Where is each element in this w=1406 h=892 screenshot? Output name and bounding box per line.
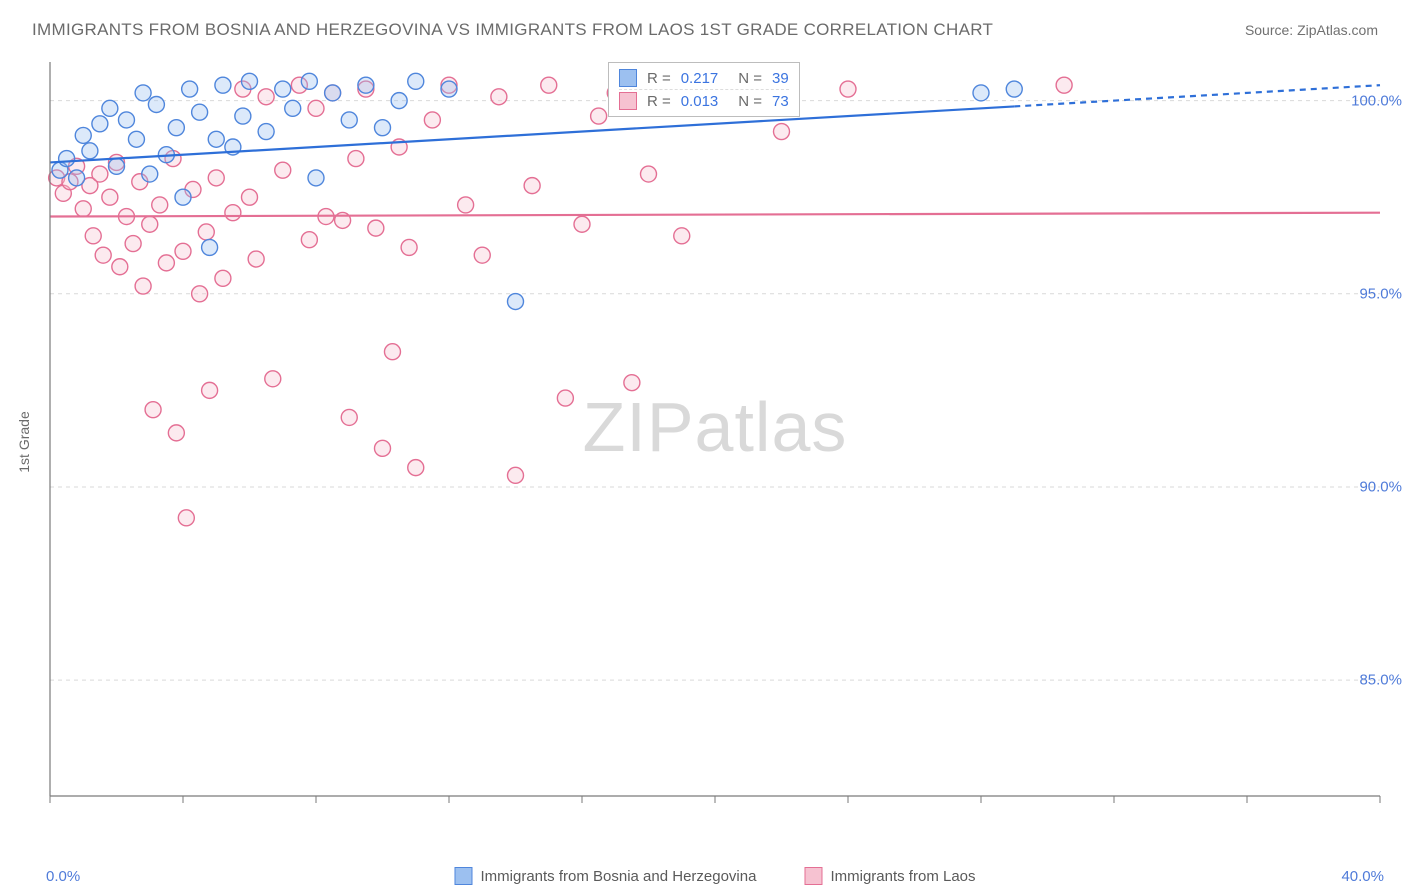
y-axis-label: 1st Grade <box>16 411 32 472</box>
y-tick-label: 100.0% <box>1351 92 1402 109</box>
r-label: R = <box>647 70 671 87</box>
legend-label-bosnia: Immigrants from Bosnia and Herzegovina <box>480 868 756 885</box>
swatch-bosnia <box>454 867 472 885</box>
bottom-legend: Immigrants from Bosnia and Herzegovina I… <box>454 867 975 885</box>
r-label: R = <box>647 93 671 110</box>
r-value-bosnia: 0.217 <box>681 70 719 87</box>
swatch-laos <box>619 92 637 110</box>
y-tick-label: 95.0% <box>1359 285 1402 302</box>
x-axis-min-label: 0.0% <box>46 868 80 885</box>
chart-title: IMMIGRANTS FROM BOSNIA AND HERZEGOVINA V… <box>32 20 993 40</box>
source-prefix: Source: <box>1245 22 1297 38</box>
swatch-bosnia <box>619 69 637 87</box>
legend-item-laos: Immigrants from Laos <box>804 867 975 885</box>
swatch-laos <box>804 867 822 885</box>
legend-label-laos: Immigrants from Laos <box>830 868 975 885</box>
n-value-laos: 73 <box>772 93 789 110</box>
plot-area: 1st Grade ZIPatlas 85.0%90.0%95.0%100.0%… <box>46 58 1384 826</box>
n-value-bosnia: 39 <box>772 70 789 87</box>
scatter-chart <box>46 58 1384 826</box>
source-attribution: Source: ZipAtlas.com <box>1245 22 1378 38</box>
stats-box: R = 0.217 N = 39 R = 0.013 N = 73 <box>608 62 800 117</box>
r-value-laos: 0.013 <box>681 93 719 110</box>
x-axis-max-label: 40.0% <box>1341 868 1384 885</box>
x-axis-row: 0.0% Immigrants from Bosnia and Herzegov… <box>46 862 1384 890</box>
stats-row-bosnia: R = 0.217 N = 39 <box>619 67 789 89</box>
y-tick-label: 85.0% <box>1359 672 1402 689</box>
n-label: N = <box>738 70 762 87</box>
legend-item-bosnia: Immigrants from Bosnia and Herzegovina <box>454 867 756 885</box>
stats-row-laos: R = 0.013 N = 73 <box>619 89 789 112</box>
source-link[interactable]: ZipAtlas.com <box>1297 22 1378 38</box>
n-label: N = <box>738 93 762 110</box>
y-tick-label: 90.0% <box>1359 478 1402 495</box>
